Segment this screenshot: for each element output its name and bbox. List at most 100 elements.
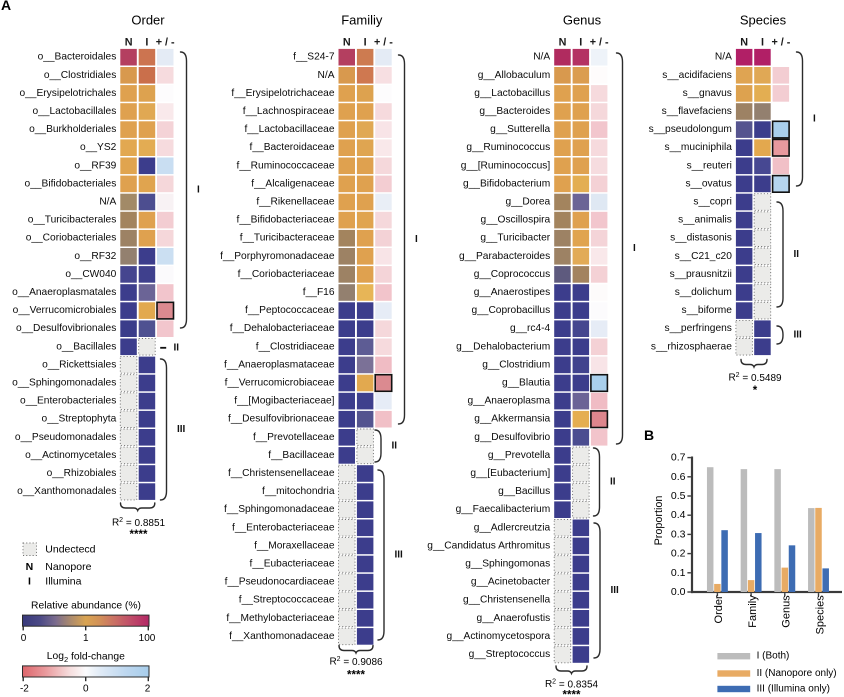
svg-text:o__Actinomycetales: o__Actinomycetales	[25, 450, 116, 461]
svg-text:*: *	[753, 385, 758, 397]
svg-text:g__[Ruminococcus]: g__[Ruminococcus]	[461, 160, 551, 171]
svg-text:N/A: N/A	[99, 197, 116, 208]
svg-text:0: 0	[21, 633, 27, 644]
svg-text:Undectecd: Undectecd	[45, 543, 95, 555]
svg-text:g__Oscillospira: g__Oscillospira	[481, 215, 551, 226]
svg-text:1: 1	[83, 633, 89, 644]
svg-text:o__Rhizobiales: o__Rhizobiales	[47, 468, 117, 479]
svg-text:f__Sphingomonadaceae: f__Sphingomonadaceae	[224, 504, 335, 515]
svg-text:Nanopore: Nanopore	[45, 561, 91, 573]
svg-text:f__F16: f__F16	[303, 287, 335, 298]
svg-text:g__Clostridium: g__Clostridium	[482, 359, 550, 370]
svg-text:f__Porphyromonadaceae: f__Porphyromonadaceae	[220, 251, 335, 262]
svg-text:III: III	[611, 585, 620, 596]
svg-text:o__Coriobacteriales: o__Coriobacteriales	[26, 233, 117, 244]
svg-text:g__Bacteroides: g__Bacteroides	[479, 106, 550, 117]
svg-text:o__Sphingomonadales: o__Sphingomonadales	[12, 378, 116, 389]
svg-text:Species: Species	[740, 13, 787, 28]
svg-text:g__Prevotella: g__Prevotella	[488, 450, 551, 461]
svg-text:Species: Species	[814, 595, 826, 635]
svg-text:N: N	[343, 37, 351, 49]
svg-text:Illumina: Illumina	[45, 576, 81, 588]
svg-text:o__Bifidobacteriales: o__Bifidobacteriales	[25, 178, 117, 189]
svg-text:III: III	[177, 424, 186, 435]
svg-text:f__Prevotellaceae: f__Prevotellaceae	[253, 432, 335, 443]
svg-text:g__Sphingomonas: g__Sphingomonas	[465, 559, 550, 570]
svg-text:s__distasonis: s__distasonis	[670, 233, 732, 244]
svg-text:o__Bacteroidales: o__Bacteroidales	[38, 52, 117, 63]
svg-text:f__Xanthomonadaceae: f__Xanthomonadaceae	[229, 631, 335, 642]
svg-text:f__Streptococcaceae: f__Streptococcaceae	[239, 595, 335, 606]
svg-text:Proportion: Proportion	[653, 496, 665, 546]
svg-text:0.3: 0.3	[671, 528, 686, 540]
svg-text:s__rhizosphaerae: s__rhizosphaerae	[651, 341, 732, 352]
svg-text:0.1: 0.1	[671, 567, 686, 579]
svg-text:Family: Family	[747, 595, 759, 628]
svg-text:g__Streptococcus: g__Streptococcus	[469, 649, 551, 660]
svg-text:g__[Eubacterium]: g__[Eubacterium]	[470, 468, 550, 479]
svg-text:o__Desulfovibrionales: o__Desulfovibrionales	[16, 323, 116, 334]
svg-text:****: ****	[347, 670, 365, 682]
svg-text:Order: Order	[131, 13, 165, 28]
svg-text:III: III	[794, 330, 803, 341]
svg-text:g__Adlercreutzia: g__Adlercreutzia	[474, 522, 551, 533]
svg-text:g__Akkermansia: g__Akkermansia	[474, 414, 550, 425]
svg-text:g__Allobaculum: g__Allobaculum	[478, 70, 551, 81]
svg-text:f__Lachnospiraceae: f__Lachnospiraceae	[243, 106, 335, 117]
svg-text:g__Coprobacillus: g__Coprobacillus	[471, 305, 550, 316]
svg-text:0.5: 0.5	[671, 490, 686, 502]
svg-text:g__Coprococcus: g__Coprococcus	[474, 269, 550, 280]
svg-text:N/A: N/A	[715, 52, 732, 63]
svg-text:s__gnavus: s__gnavus	[683, 88, 732, 99]
svg-text:B: B	[644, 427, 654, 443]
svg-text:II: II	[392, 441, 398, 452]
svg-text:II: II	[794, 249, 800, 260]
svg-text:f__Turicibacteraceae: f__Turicibacteraceae	[240, 233, 335, 244]
svg-text:0.4: 0.4	[671, 509, 686, 521]
svg-text:f__Erysipelotrichaceae: f__Erysipelotrichaceae	[231, 88, 334, 99]
svg-text:f__Bifidobacteriaceae: f__Bifidobacteriaceae	[237, 215, 335, 226]
svg-text:g__Acinetobacter: g__Acinetobacter	[471, 577, 551, 588]
svg-text:Familiy: Familiy	[341, 13, 383, 28]
svg-text:A: A	[1, 0, 11, 13]
svg-text:f__Peptococcaceae: f__Peptococcaceae	[245, 305, 335, 316]
svg-text:g__rc4-4: g__rc4-4	[510, 323, 551, 334]
svg-text:g__Lactobacillus: g__Lactobacillus	[474, 88, 550, 99]
svg-text:+ / -: + / -	[156, 37, 175, 49]
svg-text:o__Xanthomonadales: o__Xanthomonadales	[17, 486, 116, 497]
svg-text:o__Enterobacteriales: o__Enterobacteriales	[20, 396, 116, 407]
svg-text:II: II	[174, 342, 180, 353]
svg-text:III (Illumina only): III (Illumina only)	[757, 684, 830, 695]
svg-text:f__Verrucomicrobiaceae: f__Verrucomicrobiaceae	[225, 378, 335, 389]
svg-text:Log2 fold-change: Log2 fold-change	[47, 651, 125, 664]
svg-text:o__CW040: o__CW040	[65, 269, 116, 280]
svg-text:R2 = 0.8354: R2 = 0.8354	[545, 678, 599, 690]
svg-text:s__reuteri: s__reuteri	[687, 160, 732, 171]
svg-text:f__Rikenellaceae: f__Rikenellaceae	[256, 197, 334, 208]
svg-text:f__Alcaligenaceae: f__Alcaligenaceae	[251, 178, 335, 189]
svg-text:s__flavefaciens: s__flavefaciens	[662, 106, 732, 117]
svg-text:s__animalis: s__animalis	[678, 215, 732, 226]
svg-text:f__Eubacteriaceae: f__Eubacteriaceae	[250, 559, 335, 570]
svg-text:s__pseudolongum: s__pseudolongum	[649, 124, 732, 135]
svg-text:s__ovatus: s__ovatus	[685, 178, 731, 189]
svg-text:s__muciniphila: s__muciniphila	[665, 142, 733, 153]
svg-text:o__Bacillales: o__Bacillales	[56, 341, 116, 352]
svg-text:g__Dehalobacterium: g__Dehalobacterium	[456, 341, 550, 352]
svg-text:I: I	[145, 37, 148, 49]
svg-text:R2 = 0.8851: R2 = 0.8851	[112, 517, 166, 529]
svg-text:f__Bacteroidaceae: f__Bacteroidaceae	[250, 142, 335, 153]
svg-text:o__Erysipelotrichales: o__Erysipelotrichales	[19, 88, 116, 99]
svg-text:s__biforme: s__biforme	[681, 305, 732, 316]
svg-text:o__RF32: o__RF32	[74, 251, 116, 262]
svg-text:****: ****	[130, 529, 148, 541]
svg-text:o__Lactobacillales: o__Lactobacillales	[32, 106, 116, 117]
svg-text:g__Candidatus Arthromitus: g__Candidatus Arthromitus	[427, 540, 550, 551]
svg-text:0.7: 0.7	[671, 452, 686, 464]
svg-text:o__Verrucomicrobiales: o__Verrucomicrobiales	[13, 305, 117, 316]
svg-text:g__Ruminococcus: g__Ruminococcus	[466, 142, 550, 153]
svg-text:g__Dorea: g__Dorea	[505, 197, 550, 208]
svg-text:g__Faecalibacterium: g__Faecalibacterium	[456, 504, 551, 515]
svg-text:g__Desulfovibrio: g__Desulfovibrio	[474, 432, 550, 443]
svg-text:f__Bacillaceae: f__Bacillaceae	[268, 450, 335, 461]
